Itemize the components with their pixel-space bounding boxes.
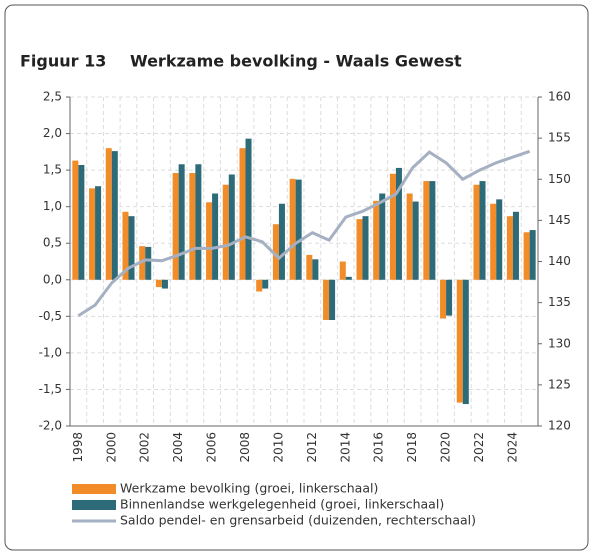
y2-tick-label: 150	[548, 172, 571, 186]
x-tick-label: 2004	[171, 432, 185, 463]
y2-tick-label: 130	[548, 336, 571, 350]
bar	[429, 181, 436, 280]
bar	[155, 279, 162, 288]
bar	[362, 216, 369, 280]
legend-swatch	[72, 484, 116, 494]
chart-title: Werkzame bevolking - Waals Gewest	[130, 52, 462, 71]
y-tick-label: 0,5	[43, 236, 62, 250]
x-tick-label: 2012	[305, 432, 319, 463]
bar	[72, 160, 79, 280]
bar	[306, 254, 313, 280]
y-tick-label: 0,0	[43, 272, 62, 286]
x-tick-label: 2018	[405, 432, 419, 463]
bar	[462, 279, 469, 405]
bar	[406, 193, 413, 280]
bar	[456, 279, 463, 403]
bar	[506, 216, 513, 280]
bar	[161, 279, 168, 289]
y2-tick-label: 145	[548, 213, 571, 227]
bar	[239, 148, 246, 280]
y2-tick-label: 120	[548, 419, 571, 433]
bar	[278, 203, 285, 280]
y2-tick-label: 135	[548, 295, 571, 309]
bar	[289, 178, 296, 280]
bar	[389, 173, 396, 280]
x-tick-label: 2010	[271, 432, 285, 463]
bar	[423, 181, 430, 280]
bar	[189, 173, 196, 280]
bar	[111, 151, 118, 280]
figure-label: Figuur 13	[20, 52, 106, 71]
x-tick-label: 2006	[205, 432, 219, 463]
y2-tick-label: 160	[548, 90, 571, 104]
bar	[395, 167, 402, 280]
bar	[222, 184, 229, 280]
x-tick-label: 2008	[238, 432, 252, 463]
bar	[473, 184, 480, 280]
bar	[212, 193, 219, 280]
y2-tick-label: 125	[548, 377, 571, 391]
bar	[379, 193, 386, 280]
bar	[490, 203, 497, 280]
bar	[345, 276, 352, 280]
bar	[529, 230, 536, 280]
y2-tick-label: 140	[548, 254, 571, 268]
bar	[105, 148, 112, 280]
legend-label: Saldo pendel- en grensarbeid (duizenden,…	[120, 513, 476, 528]
y-tick-label: -1,5	[39, 382, 62, 396]
bar	[373, 200, 380, 280]
bar	[329, 279, 336, 320]
x-tick-label: 2014	[338, 432, 352, 463]
x-tick-label: 2022	[472, 432, 486, 463]
legend-swatch	[72, 500, 116, 510]
x-tick-label: 1998	[71, 432, 85, 463]
bar	[339, 261, 346, 280]
bar	[89, 188, 96, 280]
bar	[440, 279, 447, 319]
bar	[172, 173, 179, 280]
x-tick-label: 2020	[439, 432, 453, 463]
y-tick-label: 2,0	[43, 126, 62, 140]
bar	[95, 186, 102, 280]
bar	[356, 219, 363, 280]
bar	[523, 232, 530, 280]
bar	[512, 211, 519, 280]
bar	[178, 164, 185, 280]
y2-tick-label: 155	[548, 131, 571, 145]
y-tick-label: -0,5	[39, 309, 62, 323]
bar	[262, 279, 269, 289]
line	[77, 149, 531, 318]
bar	[145, 246, 152, 280]
bar	[228, 174, 235, 280]
y-tick-label: 1,0	[43, 199, 62, 213]
bar	[256, 279, 263, 292]
y-tick-label: 2,5	[43, 90, 62, 104]
bar	[78, 164, 85, 280]
bar	[323, 279, 330, 320]
legend-label: Werkzame bevolking (groei, linkerschaal)	[120, 481, 378, 496]
legend-label: Binnenlandse werkgelegenheid (groei, lin…	[120, 497, 444, 512]
x-tick-label: 2016	[372, 432, 386, 463]
bar	[122, 211, 129, 280]
y-tick-label: -2,0	[39, 419, 62, 433]
x-tick-label: 2002	[138, 432, 152, 463]
bar	[446, 279, 453, 316]
bar	[245, 138, 252, 280]
x-tick-label: 2024	[505, 432, 519, 463]
y-tick-label: -1,0	[39, 345, 62, 359]
bar	[206, 202, 213, 280]
bar	[128, 216, 135, 280]
bar	[479, 181, 486, 280]
bar	[295, 179, 302, 280]
bar	[312, 259, 319, 280]
bar	[412, 201, 419, 280]
bar	[195, 164, 202, 280]
bar	[272, 224, 279, 280]
bar	[496, 199, 503, 280]
y-tick-label: 1,5	[43, 163, 62, 177]
x-tick-label: 2000	[104, 432, 118, 463]
